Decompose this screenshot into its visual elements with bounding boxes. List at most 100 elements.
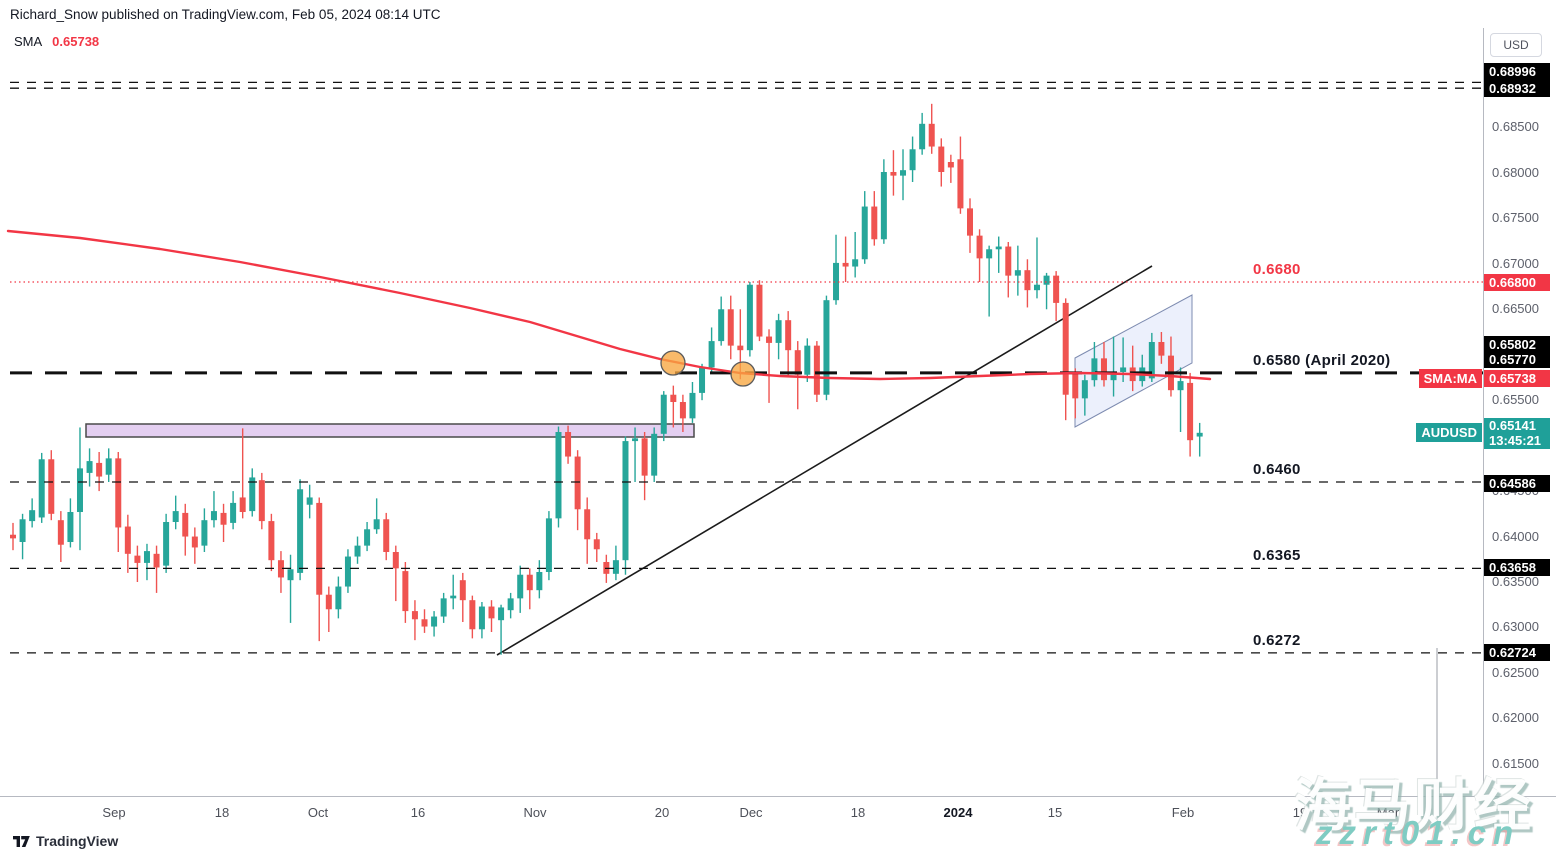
- candle-body: [842, 262, 849, 267]
- time-tick-Feb[interactable]: Feb: [1171, 805, 1195, 820]
- candle-body: [584, 509, 591, 540]
- candle-body: [593, 539, 600, 550]
- candle-body: [823, 300, 830, 395]
- time-tick-16[interactable]: 16: [410, 805, 426, 820]
- time-tick-Dec[interactable]: Dec: [739, 805, 763, 820]
- watermark-url: zzrt01.cn: [1316, 814, 1521, 851]
- tradingview-logo-icon: [13, 836, 30, 847]
- level-label: 0.6680: [1253, 261, 1301, 278]
- candle-body: [354, 545, 361, 557]
- candle-body: [689, 392, 696, 419]
- candle-body: [1100, 358, 1107, 381]
- candle-body: [1110, 372, 1117, 381]
- sma-retest-circle-1[interactable]: [660, 350, 686, 376]
- ascending-trendline[interactable]: [496, 265, 1153, 656]
- candle-body: [153, 553, 160, 568]
- candle-body: [909, 149, 916, 171]
- candle-body: [1053, 275, 1060, 303]
- candle-body: [1033, 284, 1040, 291]
- candle-body: [325, 594, 332, 610]
- candle-body: [1081, 380, 1088, 399]
- sma-retest-circle-2[interactable]: [730, 361, 756, 387]
- time-tick-Nov[interactable]: Nov: [523, 805, 547, 820]
- time-tick-2024[interactable]: 2024: [943, 805, 973, 820]
- candle-body: [641, 438, 648, 476]
- price-tick: 0.64000: [1492, 528, 1539, 544]
- candle-body: [421, 619, 428, 627]
- price-tick: 0.62500: [1492, 664, 1539, 680]
- price-tick: 0.63000: [1492, 619, 1539, 635]
- candle-body: [679, 402, 686, 419]
- candle-body: [804, 345, 811, 375]
- resistance-zone[interactable]: [85, 423, 695, 438]
- candle-body: [57, 520, 64, 545]
- tradingview-branding[interactable]: TradingView: [12, 831, 118, 850]
- sma-line[interactable]: [6, 229, 1212, 381]
- candle-body: [383, 519, 390, 552]
- candle-body: [660, 394, 667, 434]
- price-badge-0.63658: 0.63658: [1484, 559, 1550, 577]
- candle-body: [928, 123, 935, 147]
- candle-body: [163, 522, 170, 566]
- candle-body: [29, 510, 36, 522]
- indicator-value: 0.65738: [52, 34, 100, 49]
- candle-body: [986, 249, 993, 259]
- candle-body: [316, 502, 323, 595]
- time-tick-20[interactable]: 20: [654, 805, 670, 820]
- candle-body: [555, 432, 562, 519]
- candlestick-series: [10, 103, 1203, 655]
- time-scale[interactable]: Sep 18 Oct 16 Nov 20 Dec 18 2024 15 Feb 19 Mar: [0, 796, 1556, 831]
- candle-body: [651, 433, 658, 476]
- time-tick-15[interactable]: 15: [1047, 805, 1063, 820]
- candle-body: [392, 552, 399, 569]
- candle-body: [1120, 367, 1127, 372]
- price-badge-0.65770: 0.65770: [1484, 351, 1550, 369]
- candle-body: [306, 497, 313, 505]
- candle-body: [124, 526, 131, 554]
- candle-body: [1062, 302, 1069, 395]
- price-tick: 0.63500: [1492, 574, 1539, 589]
- candle-body: [976, 235, 983, 259]
- time-tick-19[interactable]: 19: [1292, 805, 1308, 820]
- candle-body: [919, 123, 926, 150]
- candle-body: [967, 208, 973, 236]
- candle-body: [1196, 432, 1203, 437]
- price-scale[interactable]: USD 0.68500 0.68000 0.67500 0.67000 0.66500 0…: [1483, 28, 1556, 796]
- candle-body: [297, 489, 304, 573]
- candle-body: [1072, 372, 1079, 399]
- time-tick-Mar[interactable]: Mar: [1376, 805, 1400, 820]
- candle-body: [746, 284, 753, 351]
- candle-body: [143, 551, 150, 563]
- candle-body: [402, 571, 409, 612]
- candle-body: [1014, 270, 1021, 276]
- candle-body: [890, 172, 897, 176]
- level-label: 0.6460: [1253, 461, 1301, 478]
- time-tick-Sep[interactable]: Sep: [102, 805, 126, 820]
- candle-body: [440, 598, 447, 617]
- candle-body: [718, 309, 725, 342]
- candle-body: [612, 560, 619, 574]
- indicator-legend[interactable]: SMA 0.65738: [14, 34, 99, 49]
- candle-body: [201, 520, 208, 546]
- currency-toggle-button[interactable]: USD: [1490, 33, 1542, 57]
- candle-body: [450, 595, 457, 599]
- candle-body: [469, 600, 476, 630]
- time-tick-18[interactable]: 18: [850, 805, 866, 820]
- time-tick-18[interactable]: 18: [214, 805, 230, 820]
- candle-body: [622, 441, 629, 561]
- candle-body: [756, 284, 763, 337]
- candle-body: [268, 521, 275, 561]
- candle-body: [86, 461, 93, 473]
- price-badge-0.62724: 0.62724: [1484, 644, 1550, 662]
- candle-body: [1187, 382, 1194, 441]
- candle-body: [105, 458, 112, 475]
- candle-body: [1177, 381, 1184, 391]
- time-tick-Oct[interactable]: Oct: [307, 805, 329, 820]
- candle-body: [507, 598, 514, 611]
- candle-body: [1005, 246, 1012, 276]
- indicator-name: SMA: [14, 34, 43, 49]
- chart-canvas[interactable]: [0, 0, 1483, 796]
- candle-body: [737, 345, 744, 351]
- sma-label: SMA:MA: [1418, 369, 1482, 389]
